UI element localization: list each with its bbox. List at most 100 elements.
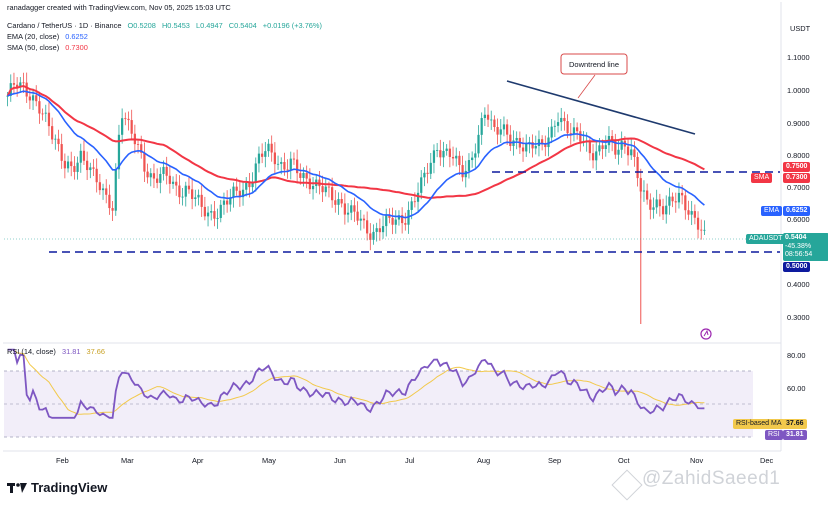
candle-body: [210, 211, 213, 213]
candle-body: [369, 233, 372, 240]
candle-body: [31, 95, 35, 101]
candle-body: [22, 82, 25, 84]
candle-body: [162, 166, 165, 174]
candle-body: [432, 150, 436, 163]
candle-body: [547, 137, 550, 148]
candle-body: [563, 117, 566, 122]
candle-body: [611, 135, 614, 142]
candle-body: [146, 171, 149, 178]
rsi-tick: 80.00: [787, 351, 806, 360]
ema-legend[interactable]: EMA (20, close) 0.6252: [7, 32, 92, 41]
candle-body: [471, 157, 474, 161]
rsi-legend[interactable]: RSI (14, close) 31.81 37.66: [7, 347, 109, 356]
sma-50-line: [6, 84, 705, 199]
downtrend-callout[interactable]: [560, 53, 628, 75]
level-badge-0.75: 0.7500: [783, 162, 811, 172]
candle-body: [41, 113, 44, 115]
downtrend-line[interactable]: [506, 80, 696, 135]
candle-body: [521, 147, 525, 152]
change-value: +0.0196 (+3.76%): [262, 21, 322, 30]
candle-body: [703, 229, 706, 231]
candle-body: [305, 172, 308, 179]
candle-body: [410, 201, 413, 210]
watermark-text: @ZahidSaeed1: [642, 468, 781, 489]
candle-body: [381, 226, 385, 233]
rsi-tag: RSI: [765, 430, 783, 440]
bar-countdown: 08:56:54: [785, 251, 813, 258]
candle-body: [598, 145, 601, 152]
candle-body: [397, 215, 401, 220]
candle-body: [292, 158, 296, 160]
candle-body: [261, 153, 264, 157]
candle-body: [101, 188, 105, 191]
price-tick: 0.8000: [787, 151, 810, 160]
symbol-title[interactable]: Cardano / TetherUS · 1D · Binance: [7, 21, 122, 30]
candle-body: [219, 204, 222, 218]
candle-body: [550, 126, 553, 138]
candle-body: [143, 152, 146, 172]
candle-body: [19, 82, 22, 88]
candle-body: [200, 194, 203, 207]
price-tick: 0.3000: [787, 313, 810, 322]
candle-body: [401, 215, 404, 224]
month-label: Feb: [56, 456, 69, 465]
candle-body: [525, 143, 528, 152]
candle-body: [222, 200, 226, 205]
candle-body: [502, 124, 506, 130]
last-price-badge: 0.5404 -45.38% 08:56:54: [783, 233, 828, 261]
price-tick: 0.7000: [787, 183, 810, 192]
candle-body: [346, 212, 350, 215]
candle-body: [614, 141, 617, 155]
month-label: Jun: [334, 456, 346, 465]
candle-body: [553, 125, 556, 127]
candle-body: [178, 185, 181, 198]
candle-body: [687, 210, 690, 215]
candle-body: [286, 169, 289, 171]
rsi-legend-value: 31.81: [61, 347, 81, 356]
rsi-ma-badge: 37.66: [783, 419, 807, 429]
candle-body: [92, 167, 95, 169]
candle-body: [44, 112, 47, 114]
candle-body: [117, 134, 121, 170]
candle-body: [235, 186, 238, 191]
candle-body: [534, 146, 537, 149]
candle-body: [191, 189, 194, 199]
close-value: C0.5404: [228, 21, 257, 30]
candle-body: [283, 162, 286, 170]
candle-body: [127, 118, 130, 121]
candle-body: [86, 160, 89, 171]
level-badge-0.50: 0.5000: [783, 262, 811, 272]
candle-body: [461, 165, 464, 178]
candle-body: [245, 182, 248, 190]
candle-body: [448, 148, 451, 157]
candle-body: [378, 228, 381, 233]
candle-body: [483, 114, 486, 119]
tradingview-brand[interactable]: TradingView: [7, 480, 107, 495]
creator-line: ranadagger created with TradingView.com,…: [7, 3, 231, 12]
candle-body: [98, 182, 101, 191]
candle-body: [350, 205, 353, 213]
candle-body: [556, 122, 560, 126]
sma-legend[interactable]: SMA (50, close) 0.7300: [7, 43, 92, 52]
candle-body: [633, 149, 636, 157]
candle-body: [343, 203, 346, 215]
candle-body: [111, 208, 114, 211]
candle-body: [79, 150, 82, 163]
alert-clock-icon[interactable]: [700, 328, 712, 340]
candle-body: [639, 178, 642, 192]
candle-body: [646, 190, 649, 200]
open-value: O0.5208: [127, 21, 156, 30]
candle-body: [47, 112, 51, 127]
candle-body: [175, 181, 178, 186]
candle-body: [257, 153, 261, 164]
candle-body: [321, 186, 324, 193]
candle-body: [216, 217, 219, 219]
candle-body: [636, 156, 639, 179]
candle-body: [213, 211, 216, 219]
candle-body: [515, 137, 518, 141]
candle-body: [436, 150, 439, 151]
sma-price-badge: 0.7300: [783, 173, 811, 183]
month-label: Dec: [760, 456, 773, 465]
candle-body: [362, 218, 366, 221]
